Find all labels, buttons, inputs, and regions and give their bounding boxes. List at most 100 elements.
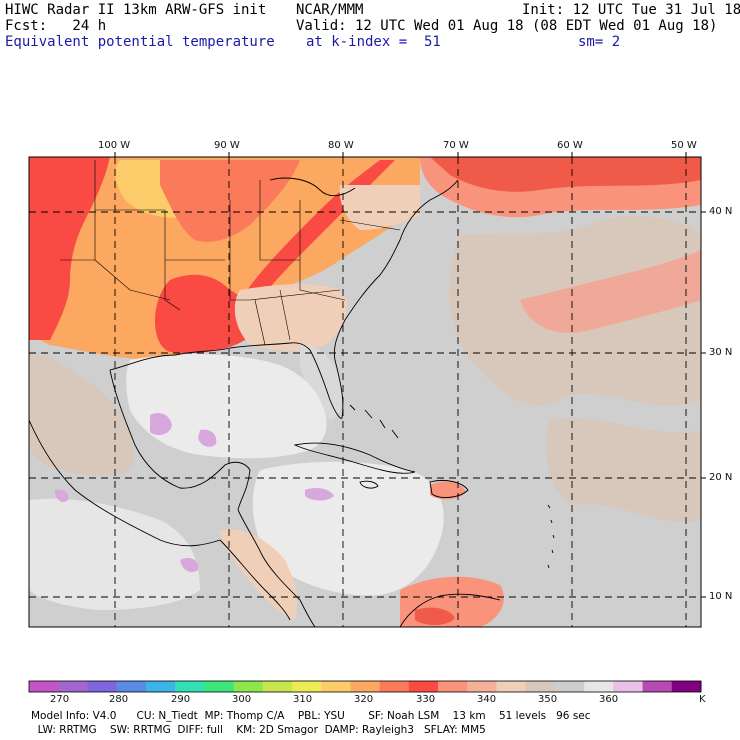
great-lakes	[269, 177, 356, 197]
mexico-pacific-coast	[29, 419, 221, 547]
hispaniola	[429, 479, 469, 498]
colorbar-unit: K	[699, 694, 706, 705]
colorbar-swatch	[584, 681, 614, 692]
central-america-pacific	[219, 539, 291, 621]
field-purple-patch-3	[305, 488, 334, 501]
bahamas	[349, 404, 399, 439]
colorbar-swatch	[496, 681, 527, 692]
lon-label-70w: 70 W	[443, 140, 469, 151]
forecast-hour: Fcst: 24 h	[5, 18, 107, 34]
colorbar-swatch	[438, 681, 468, 692]
field-atlantic-tan-2	[546, 417, 701, 523]
colorbar-tick-330: 330	[416, 694, 436, 705]
us-east-coast	[344, 179, 459, 321]
colorbar-tick-290: 290	[171, 694, 191, 705]
colorbar-swatch	[321, 681, 351, 692]
field-us-red-central	[155, 274, 253, 354]
colorbar-swatch	[525, 681, 556, 692]
colorbar-tick-310: 310	[293, 694, 313, 705]
colorbar-swatch	[671, 681, 702, 692]
florida-coast	[309, 319, 346, 419]
colorbar-swatch	[291, 681, 322, 692]
field-caribbean-light	[252, 461, 444, 596]
field-us-orange	[29, 157, 420, 360]
colorbar-swatch	[204, 681, 235, 692]
colorbar-swatch	[642, 681, 673, 692]
lon-label-80w: 80 W	[328, 140, 354, 151]
state-borders	[60, 160, 401, 346]
colorbar-tick-270: 270	[50, 694, 70, 705]
footer-model-info: Model Info: V4.0 CU: N_Tiedt MP: Thomp C…	[31, 710, 591, 722]
us-gulf-coast	[109, 342, 311, 371]
colorbar-swatch	[408, 681, 439, 692]
map-frame	[28, 156, 702, 628]
field-florida-gray	[300, 345, 342, 420]
colorbar-swatch	[87, 681, 118, 692]
colorbar	[28, 680, 702, 693]
tick-marks	[114, 152, 706, 598]
lat-label-30n: 30 N	[709, 347, 733, 358]
field-central-america-tan	[220, 529, 297, 620]
field-purple-patch-2	[198, 429, 217, 447]
center-label: NCAR/MMM	[296, 2, 364, 18]
colorbar-swatch	[58, 681, 88, 692]
field-purple-patch-4	[55, 489, 69, 502]
valid-time: Valid: 12 UTC Wed 01 Aug 18 (08 EDT Wed …	[296, 18, 718, 34]
border-lines	[60, 160, 401, 346]
level-label: at k-index = 51	[306, 34, 441, 50]
colorbar-swatch	[145, 681, 176, 692]
lat-label-20n: 20 N	[709, 472, 733, 483]
equivalent-potential-temperature-field	[29, 157, 701, 627]
colorbar-tick-320: 320	[354, 694, 374, 705]
field-pink-streak	[520, 250, 701, 333]
central-america-coast	[237, 509, 316, 627]
coastlines	[29, 177, 555, 627]
jamaica	[359, 480, 379, 489]
field-hispaniola-warm	[430, 481, 466, 500]
field-purple-patch-5	[180, 558, 199, 572]
footer-physics-info: LW: RRTMG SW: RRTMG DIFF: full KM: 2D Sm…	[31, 724, 486, 736]
south-america-coast	[399, 593, 501, 627]
colorbar-swatch	[379, 681, 410, 692]
smoothing-label: sm= 2	[578, 34, 621, 50]
colorbar-swatch	[554, 681, 585, 692]
colorbar-swatch	[613, 681, 644, 692]
mexico-coast	[109, 369, 251, 511]
colorbar-swatch	[175, 681, 205, 692]
field-north-atlantic-red	[430, 157, 701, 192]
colorbar-swatch	[350, 681, 381, 692]
lon-label-90w: 90 W	[214, 140, 240, 151]
lon-ticks	[114, 152, 687, 157]
colorbar-tick-350: 350	[538, 694, 558, 705]
lon-label-100w: 100 W	[98, 140, 131, 151]
colorbar-tick-280: 280	[109, 694, 129, 705]
lat-ticks	[701, 211, 706, 598]
colorbar-swatch	[467, 681, 497, 692]
colorbar-swatch	[29, 681, 59, 692]
field-northeast-tan	[339, 185, 420, 230]
lon-label-60w: 60 W	[557, 140, 583, 151]
colorbar-tick-340: 340	[477, 694, 497, 705]
field-gulf-light	[126, 354, 327, 459]
lat-label-10n: 10 N	[709, 591, 733, 602]
cuba	[293, 442, 416, 474]
colorbar-swatch	[262, 681, 293, 692]
colorbar-tick-300: 300	[232, 694, 252, 705]
lat-label-40n: 40 N	[709, 206, 733, 217]
colorbar-swatch	[116, 681, 147, 692]
latlon-grid	[29, 157, 701, 627]
field-us-red-west	[29, 157, 110, 340]
model-title: HIWC Radar II 13km ARW-GFS init	[5, 2, 267, 18]
field-purple-patch-1	[150, 413, 172, 436]
field-mexico-tan	[29, 350, 134, 476]
field-southeast-tan	[234, 284, 348, 351]
field-venezuela-red	[415, 607, 455, 626]
lesser-antilles	[547, 504, 555, 569]
field-name: Equivalent potential temperature	[5, 34, 275, 50]
lon-label-50w: 50 W	[671, 140, 697, 151]
field-pacific-light	[29, 498, 200, 610]
init-time: Init: 12 UTC Tue 31 Jul 18	[522, 2, 740, 18]
colorbar-frame	[28, 680, 702, 693]
colorbar-swatch	[233, 681, 264, 692]
